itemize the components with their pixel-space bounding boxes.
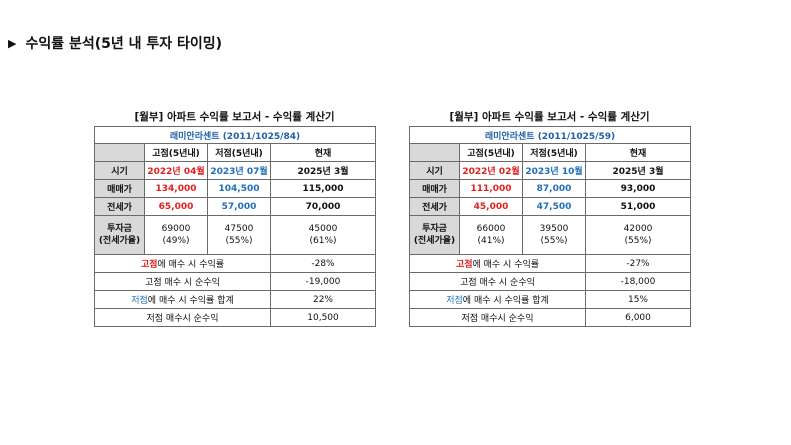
summary-text: 에 매수 시 수익률 (472, 260, 540, 270)
price-high: 134,000 (144, 179, 208, 198)
summary-text: 에 매수 시 수익률 합계 (147, 296, 234, 306)
invest-label-line1: 투자금 (107, 224, 132, 234)
jeonse-high: 65,000 (144, 197, 208, 216)
row-label-invest: 투자금 (전세가율) (409, 215, 460, 255)
invest-low: 39500 (55%) (522, 215, 586, 255)
row-label-price: 매매가 (409, 179, 460, 198)
row-label-period: 시기 (94, 161, 145, 180)
summary-high-profit-label: 고점 매수 시 순수익 (94, 272, 271, 291)
summary-low-profit-label: 저점 매수시 순수익 (94, 308, 271, 327)
period-current: 2025년 3월 (270, 161, 376, 180)
invest-low-amount: 47500 (224, 224, 254, 234)
summary-high-profit-value: -19,000 (270, 272, 376, 291)
report-table: 래미안라센트 (2011/1025/84) 고점(5년내) 저점(5년내) 현재… (94, 126, 376, 327)
highlight-low: 저점 (131, 296, 148, 306)
report-card-59: [월부] 아파트 수익률 보고서 - 수익률 계산기 래미안라센트 (2011/… (409, 109, 691, 327)
price-high: 111,000 (459, 179, 523, 198)
invest-high-ratio: (49%) (162, 236, 190, 246)
col-header-current: 현재 (270, 143, 376, 162)
summary-high-return-value: -28% (270, 254, 376, 273)
invest-current-ratio: (55%) (624, 236, 652, 246)
summary-low-return-label: 저점에 매수 시 수익률 합계 (409, 290, 586, 309)
invest-high: 66000 (41%) (459, 215, 523, 255)
invest-high-ratio: (41%) (477, 236, 505, 246)
summary-high-return-label: 고점에 매수 시 수익률 (409, 254, 586, 273)
col-header-high: 고점(5년내) (144, 143, 208, 162)
invest-high: 69000 (49%) (144, 215, 208, 255)
period-high: 2022년 02월 (459, 161, 523, 180)
summary-high-return-label: 고점에 매수 시 수익률 (94, 254, 271, 273)
triangle-bullet-icon: ▶ (8, 36, 17, 50)
section-heading-text: 수익률 분석(5년 내 투자 타이밍) (25, 36, 223, 52)
jeonse-current: 70,000 (270, 197, 376, 216)
summary-high-profit-label: 고점 매수 시 순수익 (409, 272, 586, 291)
invest-label-line2: (전세가율) (98, 236, 141, 246)
corner-cell (94, 143, 145, 162)
jeonse-low: 47,500 (522, 197, 586, 216)
row-label-jeonse: 전세가 (409, 197, 460, 216)
invest-high-amount: 66000 (476, 224, 506, 234)
summary-low-profit-label: 저점 매수시 순수익 (409, 308, 586, 327)
summary-low-return-value: 15% (585, 290, 691, 309)
row-label-price: 매매가 (94, 179, 145, 198)
summary-low-profit-value: 6,000 (585, 308, 691, 327)
price-current: 93,000 (585, 179, 691, 198)
invest-current: 42000 (55%) (585, 215, 691, 255)
row-label-jeonse: 전세가 (94, 197, 145, 216)
complex-name: 래미안라센트 (2011/1025/59) (409, 126, 691, 144)
invest-current: 45000 (61%) (270, 215, 376, 255)
period-current: 2025년 3월 (585, 161, 691, 180)
highlight-low: 저점 (446, 296, 463, 306)
summary-text: 에 매수 시 수익률 (157, 260, 225, 270)
corner-cell (409, 143, 460, 162)
invest-current-ratio: (61%) (309, 236, 337, 246)
invest-current-amount: 42000 (623, 224, 653, 234)
highlight-high: 고점 (140, 260, 158, 270)
summary-high-profit-value: -18,000 (585, 272, 691, 291)
summary-low-profit-value: 10,500 (270, 308, 376, 327)
jeonse-low: 57,000 (207, 197, 271, 216)
col-header-high: 고점(5년내) (459, 143, 523, 162)
jeonse-high: 45,000 (459, 197, 523, 216)
summary-text: 에 매수 시 수익률 합계 (462, 296, 549, 306)
report-title: [월부] 아파트 수익률 보고서 - 수익률 계산기 (449, 111, 650, 123)
report-card-84: [월부] 아파트 수익률 보고서 - 수익률 계산기 래미안라센트 (2011/… (94, 109, 376, 327)
invest-current-amount: 45000 (308, 224, 338, 234)
period-high: 2022년 04월 (144, 161, 208, 180)
period-low: 2023년 07월 (207, 161, 271, 180)
row-label-invest: 투자금 (전세가율) (94, 215, 145, 255)
invest-low-ratio: (55%) (225, 236, 253, 246)
invest-label-line2: (전세가율) (413, 236, 456, 246)
complex-name: 래미안라센트 (2011/1025/84) (94, 126, 376, 144)
row-label-period: 시기 (409, 161, 460, 180)
summary-high-return-value: -27% (585, 254, 691, 273)
price-low: 87,000 (522, 179, 586, 198)
jeonse-current: 51,000 (585, 197, 691, 216)
report-title: [월부] 아파트 수익률 보고서 - 수익률 계산기 (134, 111, 335, 123)
col-header-current: 현재 (585, 143, 691, 162)
invest-label-line1: 투자금 (422, 224, 447, 234)
invest-low-amount: 39500 (539, 224, 569, 234)
report-table: 래미안라센트 (2011/1025/59) 고점(5년내) 저점(5년내) 현재… (409, 126, 691, 327)
invest-low-ratio: (55%) (540, 236, 568, 246)
period-low: 2023년 10월 (522, 161, 586, 180)
highlight-high: 고점 (455, 260, 473, 270)
invest-high-amount: 69000 (161, 224, 191, 234)
price-current: 115,000 (270, 179, 376, 198)
col-header-low: 저점(5년내) (522, 143, 586, 162)
col-header-low: 저점(5년내) (207, 143, 271, 162)
price-low: 104,500 (207, 179, 271, 198)
summary-low-return-value: 22% (270, 290, 376, 309)
section-heading: ▶ 수익률 분석(5년 내 투자 타이밍) (8, 33, 222, 53)
invest-low: 47500 (55%) (207, 215, 271, 255)
summary-low-return-label: 저점에 매수 시 수익률 합계 (94, 290, 271, 309)
